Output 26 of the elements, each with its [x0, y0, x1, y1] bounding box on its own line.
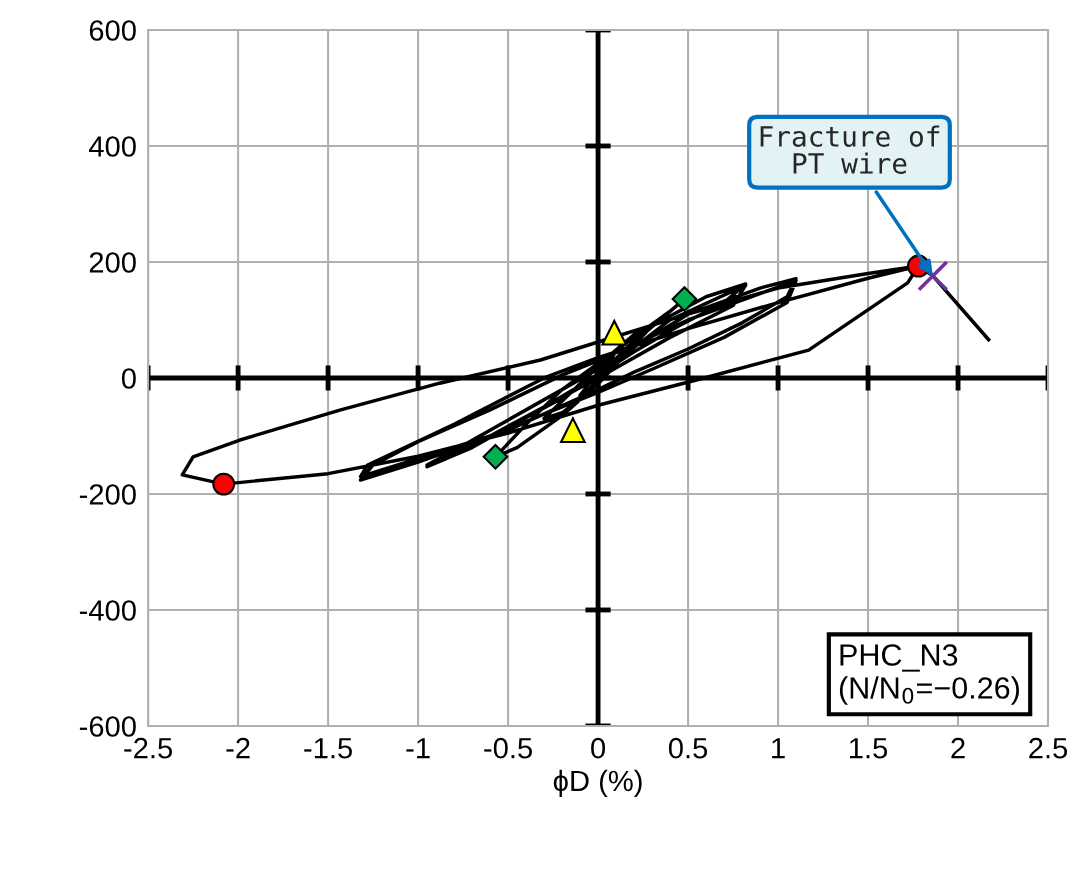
point	[482, 444, 509, 470]
y-tick-label: 0	[121, 368, 136, 389]
y-tick-label: -200	[79, 484, 136, 505]
x-tick-label: -1	[406, 738, 430, 759]
x-tick-label: -2.5	[124, 737, 173, 759]
x-tick-label: 0	[591, 737, 606, 759]
x-tick-label: -1.5	[304, 738, 352, 759]
x-tick-label: 1	[772, 738, 785, 759]
x-tick-label: -2	[226, 737, 250, 759]
point	[212, 472, 236, 496]
x-tick-label: 0.5	[668, 737, 708, 759]
y-tick-label: 200	[89, 252, 136, 273]
point	[671, 286, 698, 312]
y-tick-label: -600	[79, 716, 136, 737]
x-tick-label: 2	[951, 737, 965, 759]
y-tick-label: 600	[89, 20, 136, 41]
x-axis-title: ϕD (%)	[553, 769, 642, 798]
x-tick-label: 1.5	[850, 738, 888, 759]
x-tick-label: 2.5	[1029, 737, 1068, 759]
annotation: Fracture of PT wire	[760, 125, 940, 174]
point	[560, 417, 586, 444]
x-tick-label: -0.5	[484, 737, 532, 759]
y-tick-label: 400	[89, 136, 136, 157]
annotation: PHC_N3 (N/N$_{0}$=−0.26)	[839, 644, 1019, 705]
y-tick-label: -400	[79, 600, 136, 621]
point	[601, 319, 628, 346]
